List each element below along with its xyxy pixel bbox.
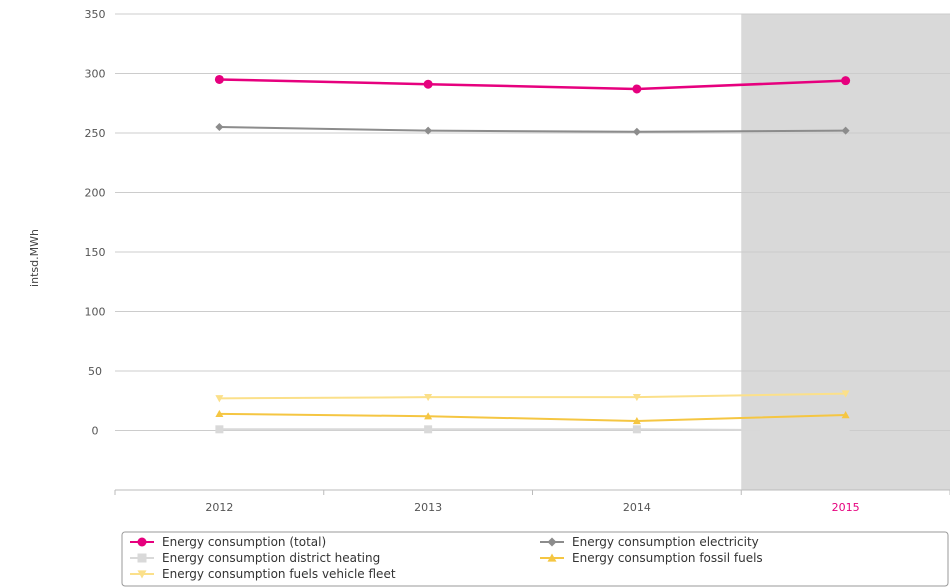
data-point [841,426,850,435]
data-point [841,76,851,86]
data-point [632,127,641,136]
data-point [841,126,850,135]
series-group [215,425,850,435]
series-group [215,123,850,136]
legend-label: Energy consumption (total) [162,535,326,549]
data-point [632,84,642,94]
data-point [215,395,224,403]
legend-box [121,531,949,587]
y-tick-label: 200 [85,187,106,200]
data-point [423,79,433,89]
x-tick-label: 2015 [832,501,860,514]
legend-item[interactable]: Energy consumption fuels vehicle fleet [130,567,396,581]
x-tick-label: 2013 [414,501,442,514]
y-tick-label: 150 [85,246,106,259]
y-tick-label: 350 [85,8,106,21]
legend-swatch-marker [137,570,147,579]
series-line [219,428,846,432]
data-point [424,126,433,135]
legend-label: Energy consumption district heating [162,551,380,565]
legend-swatch-marker [137,553,147,563]
y-tick-label: 300 [85,68,106,81]
series-line [219,412,846,422]
y-tick-label: 0 [92,425,99,438]
series-group [215,390,850,403]
legend-swatch-marker [547,537,557,547]
series-group [215,409,850,425]
data-point [632,393,641,402]
y-axis-label: intsd.MWh [28,229,41,287]
data-point [632,416,641,425]
series-line [219,78,846,91]
data-point [215,409,224,418]
y-tick-label: 100 [85,306,106,319]
data-point [841,411,850,419]
x-tick-label: 2012 [205,501,233,514]
data-point [214,74,224,84]
legend-item[interactable]: Energy consumption electricity [540,535,759,549]
legend-item[interactable]: Energy consumption fossil fuels [540,551,763,565]
legend-label: Energy consumption fossil fuels [572,551,763,565]
y-tick-label: 50 [88,365,102,378]
series-line [219,392,846,400]
data-point [424,412,433,420]
legend-label: Energy consumption electricity [572,535,759,549]
legend-swatch-marker [137,537,147,547]
data-point [632,425,641,434]
data-point [424,425,433,434]
data-point [841,390,850,398]
x-tick-label: 2014 [623,501,651,514]
y-tick-label: 250 [85,127,106,140]
legend-item[interactable]: Energy consumption (total) [130,535,326,549]
data-point [215,425,224,434]
series-line [219,126,846,133]
data-point [215,123,224,132]
legend-label: Energy consumption fuels vehicle fleet [162,567,396,581]
legend-item[interactable]: Energy consumption district heating [130,551,380,565]
data-point [424,393,433,402]
legend-swatch-marker [547,553,557,562]
series-group [214,74,851,94]
